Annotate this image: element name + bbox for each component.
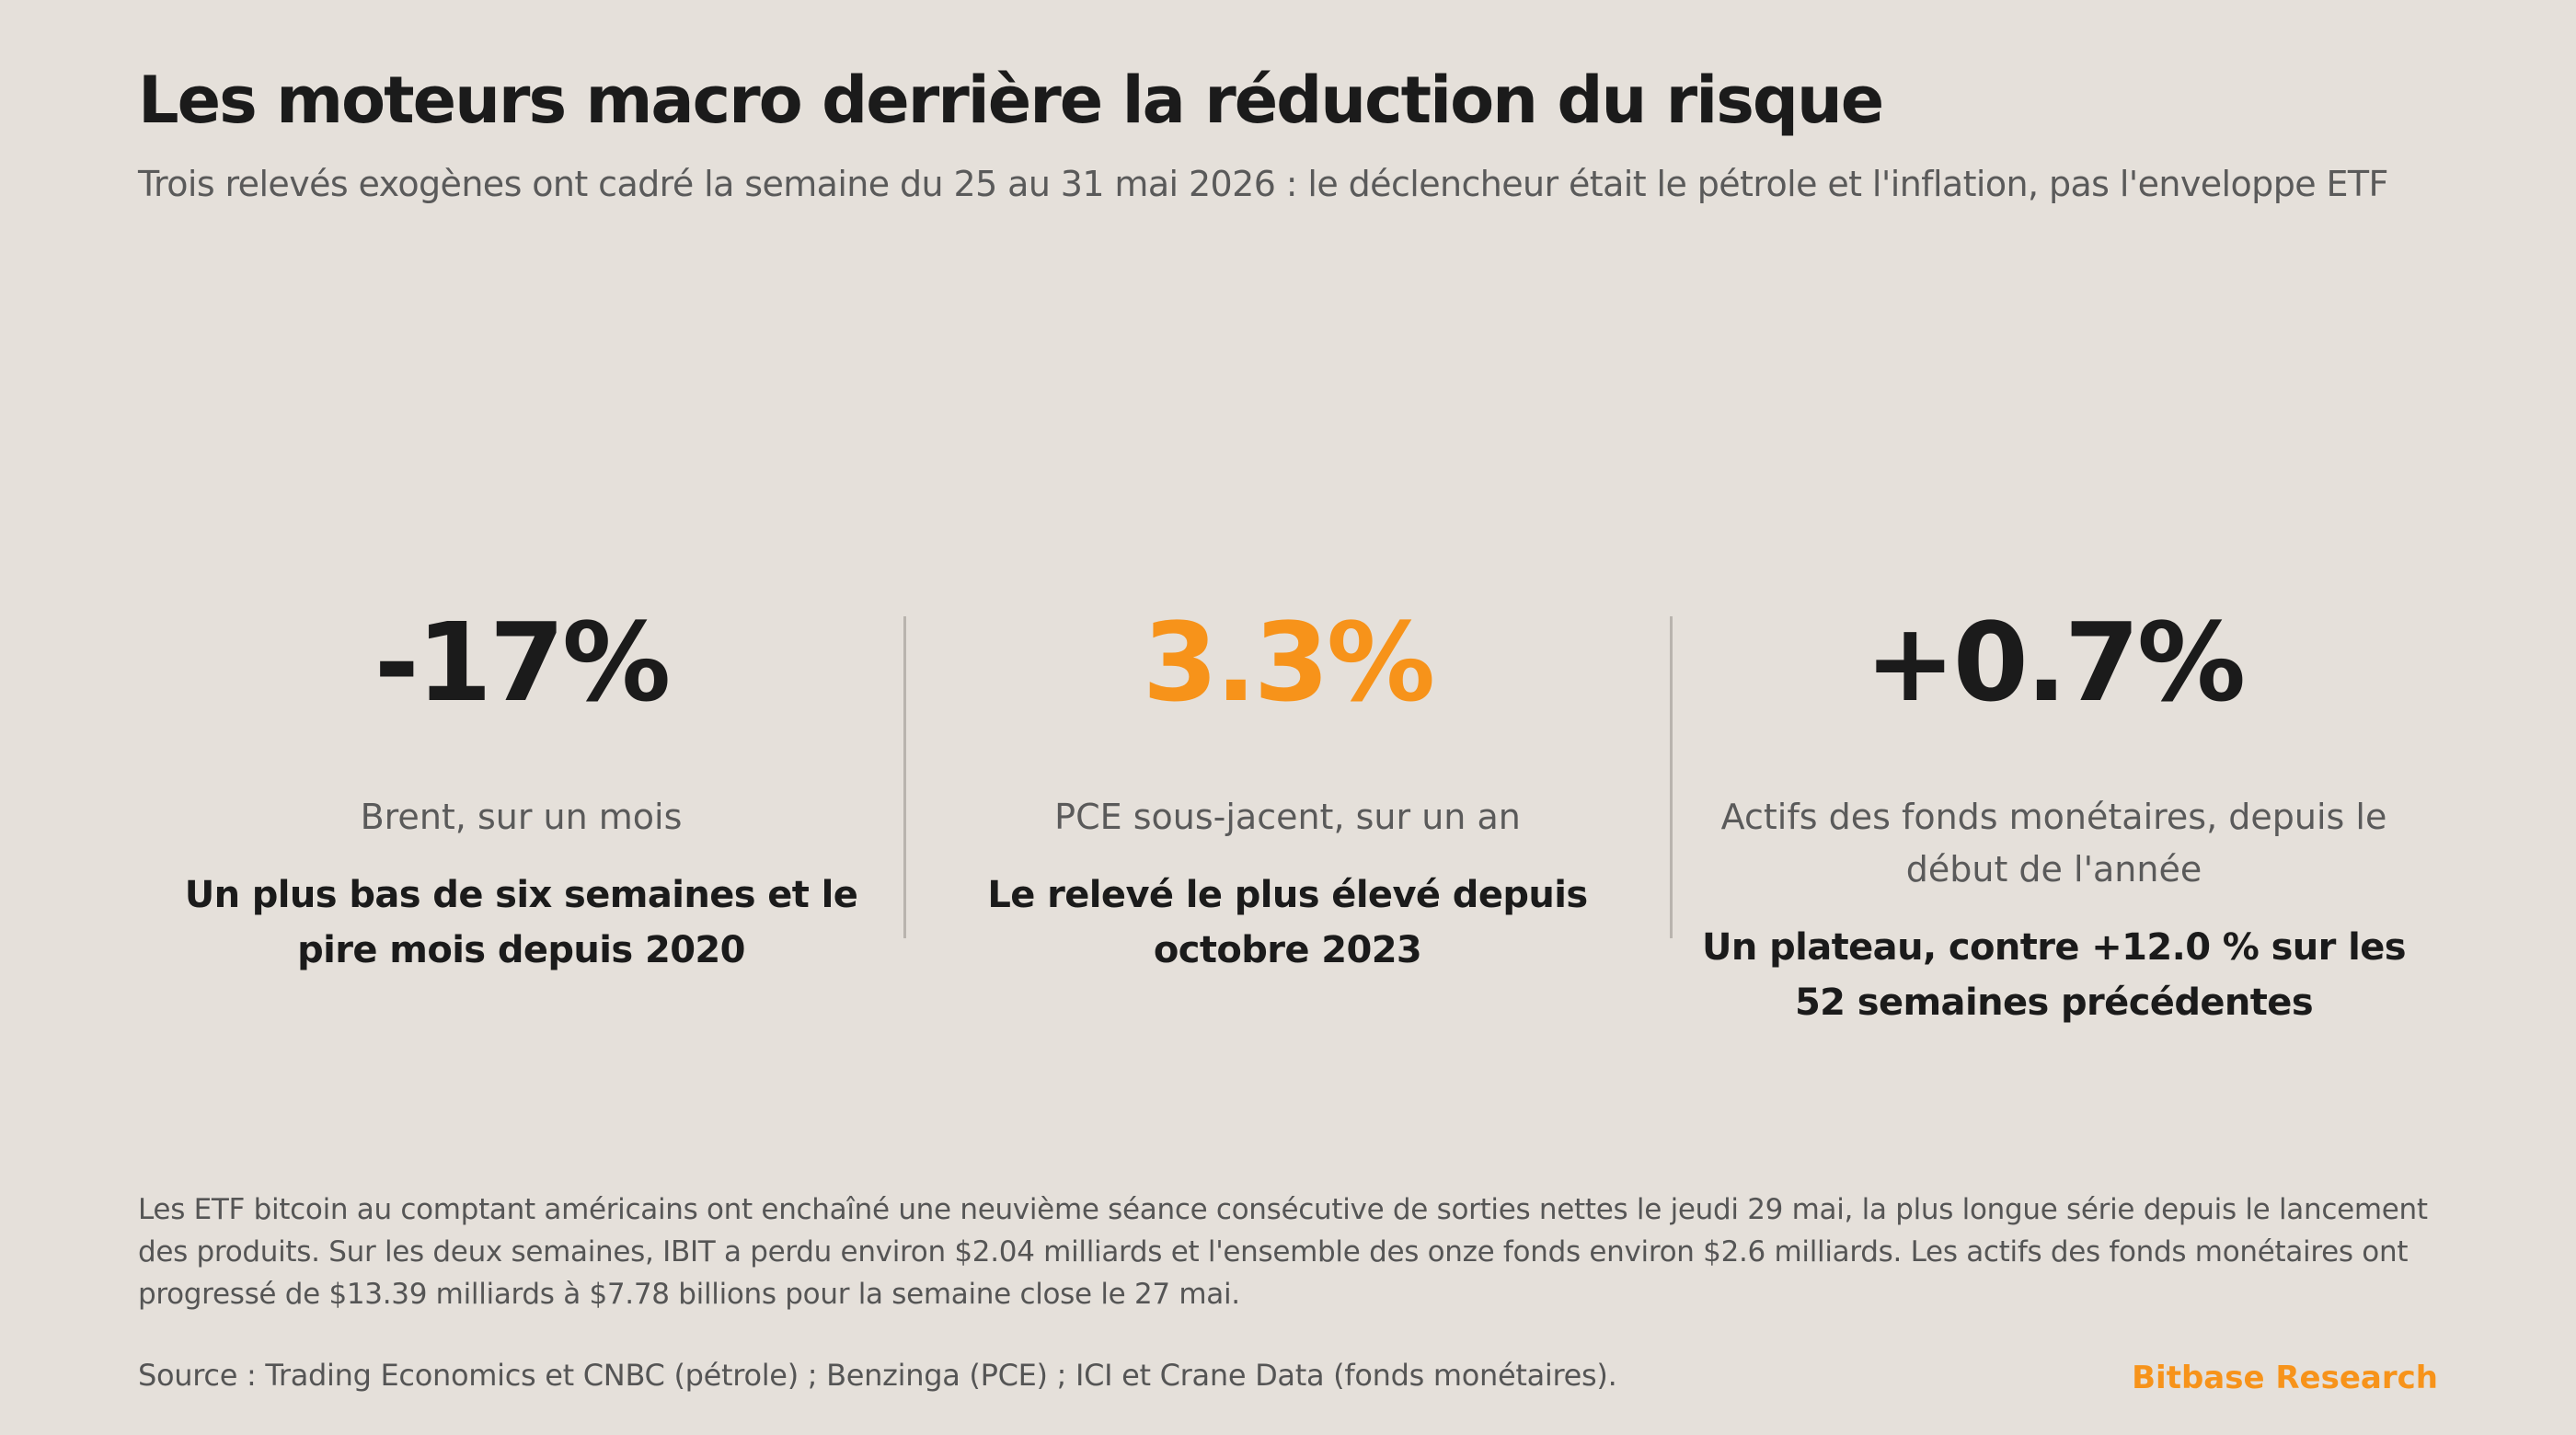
stat-divider [1670, 616, 1673, 938]
stat-value: -17% [374, 599, 671, 726]
stat-label: Brent, sur un mois [360, 797, 683, 837]
stat-divider [903, 616, 906, 938]
stat-money-funds: +0.7% Actifs des fonds monétaires, depui… [1671, 589, 2437, 1030]
page-title: Les moteurs macro derrière la réduction … [138, 63, 1884, 138]
stat-note: Le relevé le plus élevé depuis octobre 2… [987, 874, 1588, 971]
stat-note: Un plateau, contre +12.0 % sur les 52 se… [1702, 926, 2407, 1024]
body-paragraph: Les ETF bitcoin au comptant américains o… [138, 1193, 2428, 1311]
stat-note: Un plus bas de six semaines et le pire m… [184, 874, 858, 971]
page-subtitle: Trois relevés exogènes ont cadré la sema… [138, 164, 2388, 204]
stat-label: PCE sous-jacent, sur un an [1054, 797, 1521, 837]
stat-value: +0.7% [1864, 599, 2246, 726]
stat-value: 3.3% [1142, 599, 1435, 726]
stat-brent: -17% Brent, sur un mois Un plus bas de s… [138, 589, 904, 1030]
stat-label: Actifs des fonds monétaires, depuis le d… [1720, 797, 2387, 890]
source-note: Source : Trading Economics et CNBC (pétr… [138, 1358, 1617, 1393]
brand-label: Bitbase Research [2132, 1360, 2438, 1396]
stats-row: -17% Brent, sur un mois Un plus bas de s… [138, 589, 2438, 1030]
stat-pce: 3.3% PCE sous-jacent, sur un an Le relev… [904, 589, 1671, 1030]
